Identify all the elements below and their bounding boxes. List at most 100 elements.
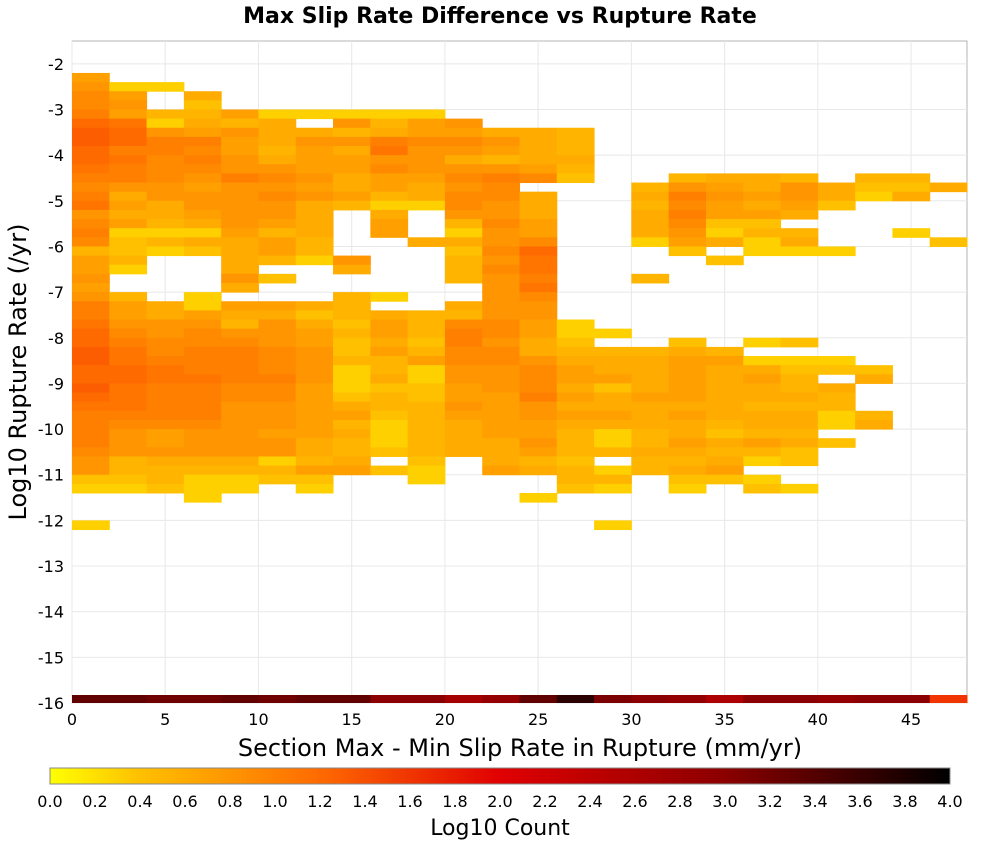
colorbar-gradient xyxy=(49,767,951,785)
heatmap-cell xyxy=(333,365,371,375)
heatmap-cell xyxy=(519,419,558,430)
heatmap-cell xyxy=(183,319,222,330)
heatmap-cell xyxy=(482,191,520,202)
heatmap-cell xyxy=(221,146,259,156)
heatmap-cell xyxy=(370,146,409,156)
heatmap-cell xyxy=(221,438,259,448)
heatmap-cell xyxy=(72,209,110,220)
heatmap-cell xyxy=(146,319,185,330)
heatmap-cell xyxy=(743,191,782,202)
heatmap-cell xyxy=(221,237,259,247)
heatmap-cell xyxy=(631,273,670,284)
heatmap-cell xyxy=(295,374,334,384)
heatmap-cell xyxy=(705,237,744,247)
heatmap-cell xyxy=(221,465,259,476)
heatmap-cell xyxy=(333,337,371,348)
colorbar-tick-label: 1.6 xyxy=(397,792,422,811)
heatmap-cell xyxy=(780,695,819,703)
heatmap-cell xyxy=(817,383,856,394)
heatmap-cell xyxy=(482,401,520,412)
heatmap-cell xyxy=(295,465,334,476)
heatmap-cell xyxy=(221,246,259,257)
heatmap-cell xyxy=(183,438,222,448)
heatmap-cell xyxy=(183,100,222,110)
heatmap-cell xyxy=(221,301,259,311)
heatmap-cell xyxy=(183,356,222,366)
heatmap-cell xyxy=(444,146,483,156)
heatmap-cell xyxy=(221,483,259,494)
heatmap-cell xyxy=(295,246,334,257)
heatmap-cell xyxy=(258,419,297,430)
heatmap-cell xyxy=(109,356,148,366)
heatmap-cell xyxy=(482,447,520,457)
heatmap-cell xyxy=(221,136,259,147)
heatmap-cell xyxy=(444,273,483,284)
heatmap-cell xyxy=(556,346,595,357)
heatmap-cell xyxy=(221,374,259,384)
heatmap-cells xyxy=(72,72,968,703)
heatmap-cell xyxy=(780,182,819,193)
colorbar-tick-label: 0.6 xyxy=(172,792,197,811)
heatmap-cell xyxy=(668,374,707,384)
heatmap-cell xyxy=(892,173,931,184)
heatmap-cell xyxy=(183,237,222,247)
heatmap-cell xyxy=(72,72,110,83)
heatmap-cell xyxy=(72,346,110,357)
heatmap-cell xyxy=(855,695,893,703)
heatmap-cell xyxy=(556,456,595,467)
heatmap-cell xyxy=(519,374,558,384)
heatmap-cell xyxy=(668,356,707,366)
heatmap-cell xyxy=(221,346,259,357)
heatmap-cell xyxy=(444,374,483,384)
colorbar-ticks: 0.0 0.2 0.4 0.6 0.8 1.0 1.2 1.4 1.6 1.8 2.0 2.2 2.4 2… xyxy=(37,792,962,811)
heatmap-cell xyxy=(519,136,558,147)
heatmap-cell xyxy=(668,182,707,193)
heatmap-cell xyxy=(519,438,558,448)
heatmap-cell xyxy=(146,146,185,156)
heatmap-cell xyxy=(370,429,409,439)
heatmap-cell xyxy=(183,182,222,193)
heatmap-cell xyxy=(183,392,222,403)
heatmap-cell xyxy=(482,246,520,257)
heatmap-cell xyxy=(556,319,595,330)
heatmap-cell xyxy=(594,474,632,485)
heatmap-cell xyxy=(780,447,819,457)
heatmap-cell xyxy=(295,392,334,403)
heatmap-cell xyxy=(407,310,446,320)
heatmap-cell xyxy=(72,127,110,138)
heatmap-cell xyxy=(482,365,520,375)
heatmap-cell xyxy=(221,118,259,129)
heatmap-cell xyxy=(519,365,558,375)
heatmap-cell xyxy=(109,191,148,202)
colorbar-tick-label: 2.0 xyxy=(487,792,512,811)
heatmap-cell xyxy=(333,419,371,430)
heatmap-cell xyxy=(668,200,707,211)
heatmap-cell xyxy=(817,356,856,366)
heatmap-cell xyxy=(146,328,185,339)
heatmap-cell xyxy=(146,356,185,366)
heatmap-cell xyxy=(780,191,819,202)
heatmap-cell xyxy=(556,383,595,394)
heatmap-cell xyxy=(258,319,297,330)
heatmap-cell xyxy=(146,127,185,138)
heatmap-cell xyxy=(333,200,371,211)
heatmap-cell xyxy=(482,337,520,348)
heatmap-cell xyxy=(855,419,893,430)
x-tick-label: 30 xyxy=(621,710,641,729)
heatmap-cell xyxy=(295,191,334,202)
heatmap-cell xyxy=(743,438,782,448)
heatmap-cell xyxy=(183,492,222,503)
heatmap-cell xyxy=(817,200,856,211)
heatmap-cell xyxy=(183,209,222,220)
heatmap-cell xyxy=(221,337,259,348)
heatmap-cell xyxy=(333,383,371,394)
heatmap-cell xyxy=(72,401,110,412)
heatmap-cell xyxy=(594,392,632,403)
heatmap-cell xyxy=(221,200,259,211)
heatmap-cell xyxy=(295,447,334,457)
heatmap-cell xyxy=(183,109,222,120)
heatmap-cell xyxy=(482,173,520,184)
heatmap-cell xyxy=(183,228,222,238)
colorbar: 0.0 0.2 0.4 0.6 0.8 1.0 1.2 1.4 1.6 1.8 2.0 2.2 2.4 2… xyxy=(37,767,963,841)
heatmap-cell xyxy=(668,410,707,421)
